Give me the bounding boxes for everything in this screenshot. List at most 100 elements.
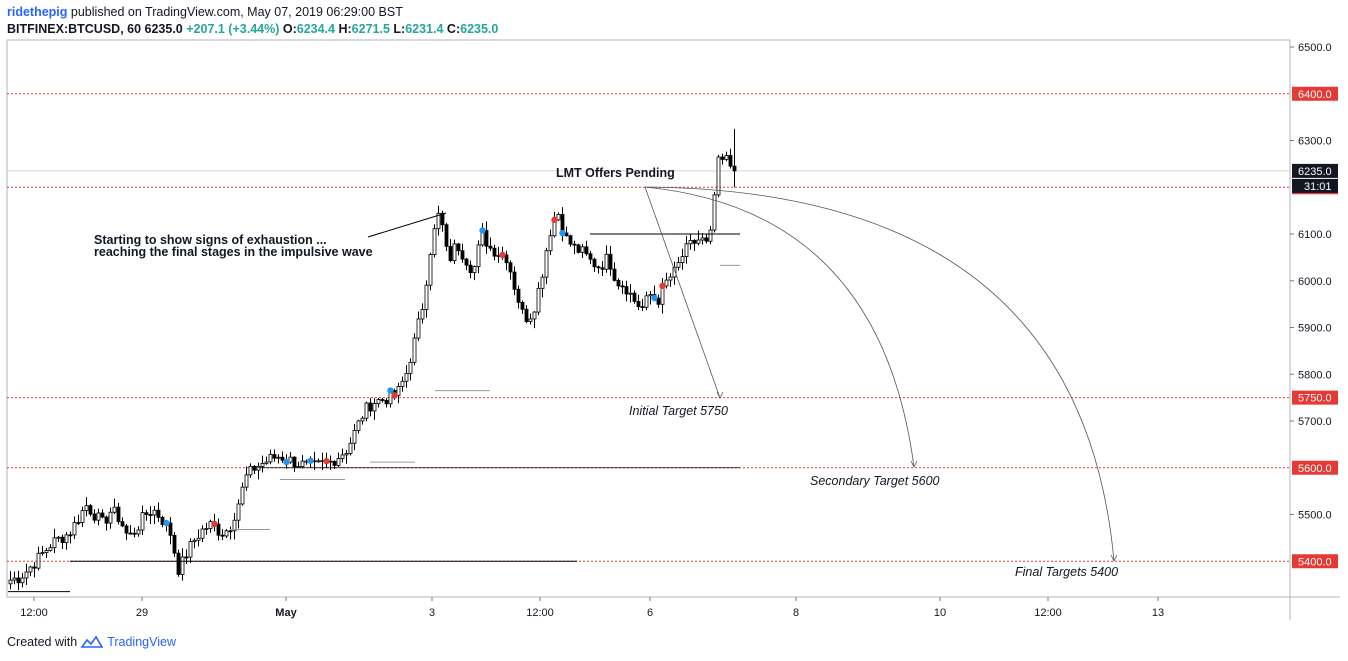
symbol-label: BITFINEX:BTCUSD, 60: [7, 22, 142, 36]
publish-info: ridethepig published on TradingView.com,…: [7, 5, 403, 19]
candle-body: [584, 246, 589, 255]
candle-body: [180, 556, 185, 575]
initial-target-arrow: [644, 186, 721, 399]
candle-body: [156, 509, 161, 518]
candle-body: [264, 461, 269, 464]
candle-body: [712, 194, 717, 231]
candle-body: [232, 519, 237, 532]
level-label: 6400.0: [1298, 89, 1332, 101]
close-label: C:: [446, 22, 461, 36]
candle-body: [96, 512, 101, 521]
signal-marker: [391, 392, 398, 399]
candle-body: [244, 474, 249, 488]
level-label-box: [1292, 86, 1338, 101]
symbol-info: BITFINEX:BTCUSD, 60 6235.0 +207.1 (+3.44…: [7, 22, 498, 36]
candle-body: [216, 523, 221, 536]
candle-body: [684, 243, 689, 257]
signal-marker: [211, 520, 218, 528]
x-tick-label: 8: [793, 607, 799, 619]
candle-body: [428, 254, 433, 286]
candle-body: [100, 512, 105, 518]
candle-body: [292, 456, 297, 468]
last-price-box: [1292, 163, 1338, 178]
signal-marker: [659, 282, 666, 290]
candle-body: [664, 279, 669, 287]
candle-body: [508, 262, 513, 273]
candle-body: [40, 552, 45, 554]
candle-body: [348, 442, 353, 454]
price-change: +207.1 (+3.44%): [186, 22, 280, 36]
open-label: O:: [282, 22, 297, 36]
final-target-arrow-head: [1110, 554, 1118, 562]
open-value: 6234.4: [296, 22, 335, 36]
high-value: 6271.5: [351, 22, 390, 36]
candle-body: [520, 301, 525, 310]
candle-body: [132, 532, 137, 535]
signal-marker: [163, 519, 170, 527]
candle-body: [200, 528, 205, 539]
candle-body: [24, 571, 29, 579]
candle-body: [540, 276, 545, 289]
candle-body: [456, 243, 461, 252]
x-tick-label: 12:00: [526, 607, 554, 619]
author-link[interactable]: ridethepig: [7, 5, 68, 19]
candle-body: [152, 509, 157, 516]
level-label: 5600.0: [1298, 463, 1332, 475]
candle-body: [612, 268, 617, 281]
candle-body: [680, 256, 685, 263]
last-price: 6235.0: [144, 22, 183, 36]
candle-body: [532, 311, 537, 320]
candle-body: [404, 372, 409, 382]
tradingview-link[interactable]: TradingView: [107, 635, 176, 649]
candle-body: [604, 253, 609, 270]
tradingview-logo-icon: [80, 635, 104, 648]
y-tick-label: 6300.0: [1298, 136, 1332, 148]
candle-body: [676, 262, 681, 268]
plot-frame: [6, 39, 1291, 598]
x-tick-label: 13: [1152, 607, 1164, 619]
candle-body: [504, 254, 509, 264]
candle-body: [648, 294, 653, 297]
high-label: H:: [338, 22, 352, 36]
candle-body: [136, 529, 141, 535]
candle-body: [640, 306, 645, 309]
candle-body: [48, 547, 53, 551]
x-tick-label: 12:00: [20, 607, 48, 619]
candle-body: [192, 539, 197, 542]
published-text: published on TradingView.com, May 07, 20…: [70, 5, 403, 19]
candle-body: [696, 239, 701, 244]
x-tick-label: 12:00: [1034, 607, 1062, 619]
final-target-arrow: [644, 186, 1115, 562]
candle-body: [468, 264, 473, 274]
candle-body: [576, 244, 581, 253]
candle-body: [420, 309, 425, 320]
candle-body: [260, 463, 265, 467]
candle-body: [344, 452, 349, 456]
candle-body: [556, 213, 561, 221]
candle-body: [396, 386, 401, 396]
candle-body: [128, 532, 133, 535]
candle-body: [436, 212, 441, 230]
candle-body: [484, 230, 489, 247]
candle-body: [360, 417, 365, 422]
candle-body: [580, 246, 585, 253]
candle-body: [424, 284, 429, 310]
candle-body: [548, 235, 553, 252]
candle-body: [88, 505, 93, 515]
last-price-label: 6235.0: [1298, 166, 1332, 178]
candle-body: [336, 458, 341, 466]
candle-body: [460, 250, 465, 260]
candle-body: [692, 240, 697, 244]
candle-body: [8, 579, 13, 585]
signal-marker: [387, 387, 394, 394]
candle-body: [116, 506, 121, 523]
candle-body: [172, 534, 177, 554]
annotation-exhaustion-2: reaching the final stages in the impulsi…: [94, 245, 373, 259]
candle-body: [168, 522, 173, 536]
candle-body: [568, 235, 573, 245]
candle-body: [56, 536, 61, 539]
signal-marker: [499, 251, 506, 259]
candle-body: [220, 534, 225, 537]
candle-body: [472, 266, 477, 274]
